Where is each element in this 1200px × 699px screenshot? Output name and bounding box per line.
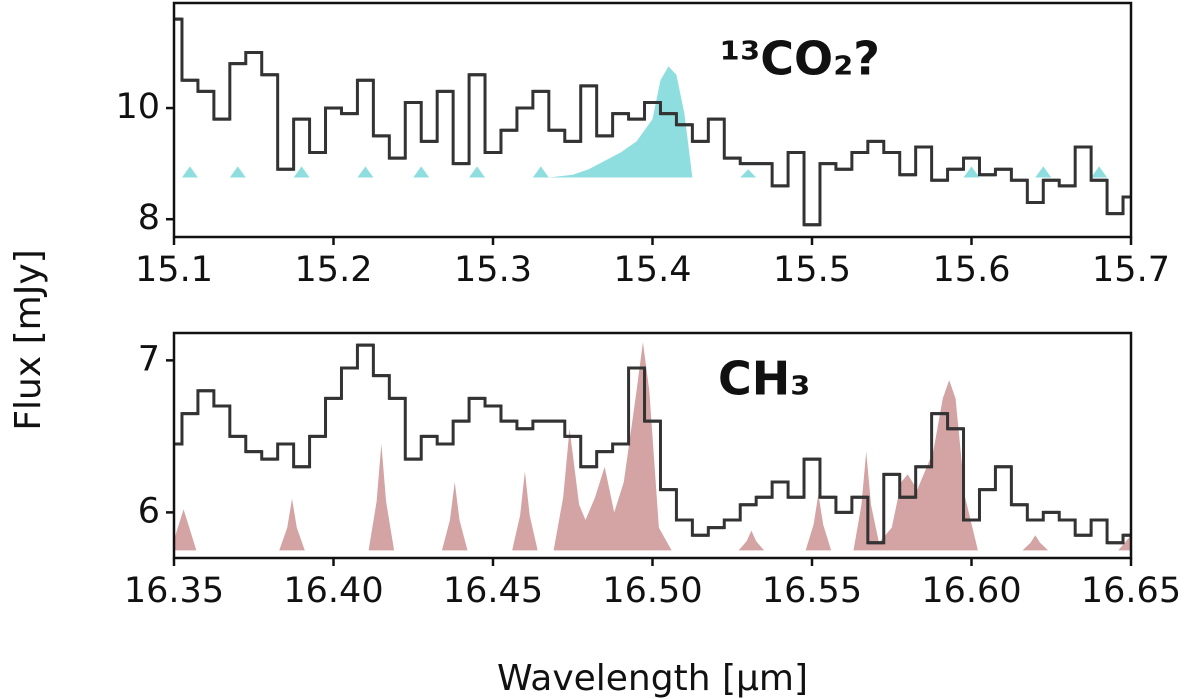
- x-axis-label: Wavelength [μm]: [497, 658, 808, 699]
- x-tick-label: 15.7: [1092, 250, 1170, 290]
- x-tick-label: 15.6: [933, 250, 1011, 290]
- x-tick-label: 16.60: [921, 571, 1021, 611]
- y-axis-label: Flux [mJy]: [8, 249, 49, 430]
- annotation: CH₃: [718, 352, 810, 406]
- x-tick-label: 16.45: [443, 571, 543, 611]
- model-area: [174, 342, 1131, 551]
- plot-area: [174, 17, 1131, 227]
- x-tick-label: 15.5: [773, 250, 851, 290]
- x-tick-label: 16.50: [602, 571, 702, 611]
- x-tick-label: 16.35: [124, 571, 224, 611]
- x-tick-label: 16.55: [762, 571, 862, 611]
- y-tick-label: 6: [138, 491, 160, 531]
- annotation: ¹³CO₂?: [720, 32, 880, 86]
- x-tick-label: 15.4: [614, 250, 692, 290]
- x-tick-label: 16.65: [1081, 571, 1181, 611]
- x-tick-label: 16.40: [283, 571, 383, 611]
- y-tick-label: 10: [115, 87, 160, 127]
- y-tick-label: 7: [138, 339, 160, 379]
- x-tick-label: 15.3: [454, 250, 532, 290]
- model-area: [174, 66, 1131, 178]
- x-tick-label: 15.2: [295, 250, 373, 290]
- y-tick-label: 8: [138, 198, 160, 238]
- x-tick-label: 15.1: [135, 250, 213, 290]
- plot-area: [174, 342, 1131, 551]
